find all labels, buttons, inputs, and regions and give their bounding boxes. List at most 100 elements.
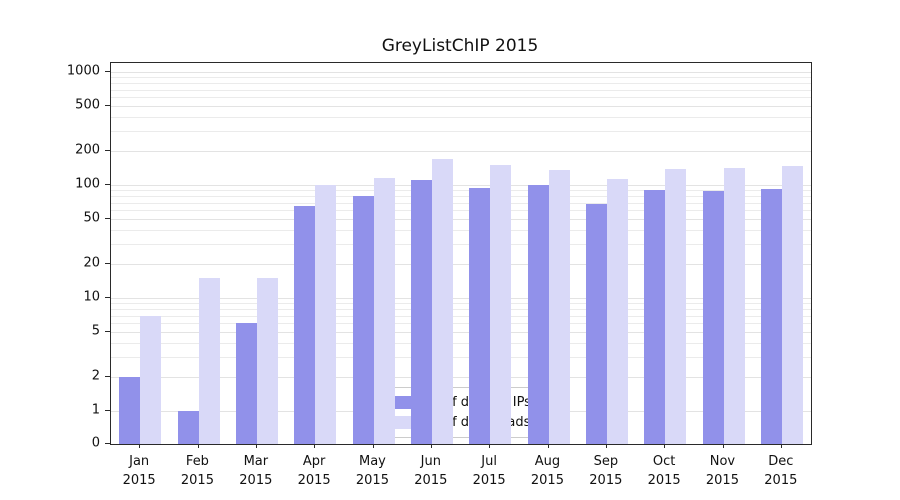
y-axis-tick-label: 100 [75, 176, 100, 192]
x-axis-label: Sep 2015 [577, 453, 635, 491]
bar-downloads-jun [431, 159, 453, 444]
gridline [111, 89, 811, 91]
bar-downloads-dec [781, 165, 803, 444]
bar-downloads-aug [548, 170, 570, 444]
bar-downloads-nov [723, 167, 745, 444]
x-axis-label-month: May [359, 454, 386, 469]
y-axis-tick-label: 200 [75, 142, 100, 158]
x-axis-label-year: 2015 [122, 472, 156, 488]
x-axis-label-month: Nov [709, 454, 736, 469]
gridline [111, 117, 811, 118]
x-axis-label-month: Sep [593, 454, 619, 469]
x-axis-label-month: Aug [534, 454, 561, 469]
y-axis-tick-label: 1000 [66, 63, 100, 79]
bar-downloads-mar [256, 278, 278, 444]
y-axis-tick-mark [105, 443, 110, 444]
x-axis-tick-mark [430, 444, 432, 448]
y-axis-tick-label: 0 [91, 435, 100, 451]
y-axis-tick-mark [105, 410, 110, 411]
gridline [111, 219, 811, 220]
bar-ips-sep [585, 203, 607, 444]
bar-downloads-may [373, 178, 395, 444]
x-axis-label-month: Jun [420, 454, 441, 469]
gridline [111, 210, 811, 212]
x-axis-label: Dec 2015 [752, 453, 810, 491]
x-axis-label-month: Jan [129, 454, 150, 469]
bar-ips-feb [177, 411, 199, 444]
x-axis-label-month: Jul [481, 454, 497, 469]
bar-downloads-feb [198, 278, 220, 444]
gridline [111, 332, 811, 333]
gridline [111, 343, 811, 344]
x-axis-label-year: 2015 [414, 472, 448, 488]
bar-ips-aug [527, 185, 549, 444]
x-axis-tick-mark [722, 444, 724, 448]
gridline [111, 244, 811, 246]
bar-downloads-sep [606, 179, 628, 444]
gridline [111, 230, 811, 231]
x-axis-label-year: 2015 [530, 472, 564, 488]
x-axis-tick-mark [197, 444, 199, 448]
x-axis-label: May 2015 [343, 453, 401, 491]
x-axis-label: Feb 2015 [168, 453, 226, 491]
bar-ips-may [352, 196, 374, 444]
x-axis-tick-mark [547, 444, 549, 448]
x-axis-label: Jul 2015 [460, 453, 518, 491]
gridline [111, 97, 811, 99]
x-axis-tick-mark [664, 444, 666, 448]
gridline [111, 151, 811, 152]
x-axis-label-year: 2015 [180, 472, 214, 488]
bar-ips-nov [702, 191, 724, 444]
y-axis-tick-label: 10 [83, 289, 100, 305]
bar-downloads-apr [315, 185, 337, 444]
y-axis-tick-mark [105, 375, 110, 377]
gridline [111, 83, 811, 84]
bar-downloads-jan [140, 315, 162, 444]
bar-ips-jul [469, 187, 491, 444]
y-axis-tick-label: 2 [91, 368, 100, 384]
x-axis-label-year: 2015 [647, 472, 681, 488]
x-axis-label-month: Feb [185, 454, 209, 469]
bar-ips-apr [294, 206, 316, 444]
gridline [111, 303, 811, 305]
gridline [111, 377, 811, 378]
y-axis-tick-label: 5 [91, 323, 100, 339]
x-axis-label-year: 2015 [297, 472, 331, 488]
x-axis-label-year: 2015 [239, 472, 273, 488]
x-axis-label-year: 2015 [355, 472, 389, 488]
gridline [111, 298, 811, 299]
bar-ips-dec [760, 188, 782, 444]
gridline [111, 185, 811, 186]
x-axis-label-month: Oct [652, 454, 676, 469]
y-axis-tick-mark [105, 105, 110, 107]
x-axis-label: Jun 2015 [402, 453, 460, 491]
y-axis-tick-mark [105, 331, 110, 333]
y-axis-tick-mark [105, 184, 110, 185]
gridline [111, 315, 811, 317]
x-axis-label: Mar 2015 [227, 453, 285, 491]
gridline [111, 72, 811, 73]
x-axis-label-month: Dec [768, 454, 794, 469]
gridline [111, 357, 811, 359]
x-axis-tick-mark [255, 444, 257, 448]
x-axis-label-year: 2015 [705, 472, 739, 488]
gridline [111, 309, 811, 310]
gridline [111, 323, 811, 325]
gridline [111, 77, 811, 79]
gridline [111, 106, 811, 107]
x-axis-label: Apr 2015 [285, 453, 343, 491]
x-axis-label-year: 2015 [589, 472, 623, 488]
plot-area: Nb of distinct IPsNb of downloads [110, 62, 812, 445]
x-axis-label: Nov 2015 [693, 453, 751, 491]
y-axis-tick-label: 20 [83, 255, 100, 271]
bar-downloads-oct [665, 168, 687, 444]
y-axis-tick-mark [105, 262, 110, 264]
x-axis-tick-mark [314, 444, 316, 448]
y-axis-tick-mark [105, 149, 110, 151]
x-axis-label: Oct 2015 [635, 453, 693, 491]
x-axis-label-month: Mar [243, 454, 269, 469]
legend: Nb of distinct IPsNb of downloads [373, 387, 544, 438]
x-axis-label-year: 2015 [764, 472, 798, 488]
bar-ips-jan [119, 377, 141, 444]
